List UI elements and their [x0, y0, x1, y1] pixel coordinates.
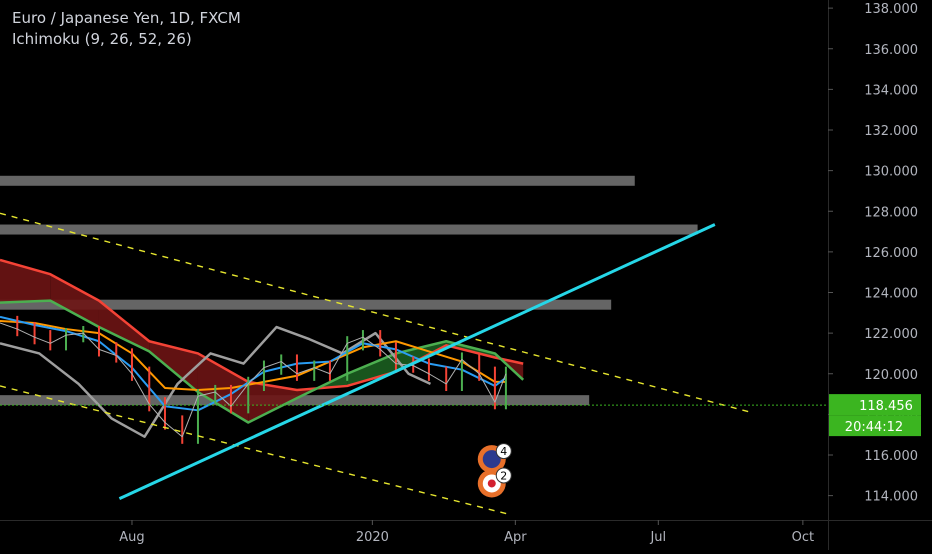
cloud-segment	[149, 341, 198, 393]
current-price-label-bg	[829, 394, 921, 416]
cloud-segment	[98, 300, 150, 352]
cloud-segment	[347, 353, 396, 386]
trend-line[interactable]	[118, 223, 716, 501]
current-price-label: 118.456	[859, 399, 913, 414]
event-flag-dot	[487, 479, 496, 488]
countdown-label-bg	[829, 415, 921, 437]
y-tick-label: 134.000	[864, 83, 918, 98]
lagging-span-line[interactable]	[0, 325, 432, 438]
channel-line-2[interactable]	[0, 385, 508, 515]
event-count-2: 2	[500, 469, 507, 482]
price-labels: 118.456 20:44:12	[829, 394, 921, 437]
countdown-label: 20:44:12	[845, 420, 903, 435]
zone-1[interactable]	[0, 175, 635, 186]
x-axis[interactable]: Aug 2020 Apr Jul Oct	[119, 520, 814, 545]
zone-3[interactable]	[0, 299, 612, 310]
y-tick-label: 114.000	[864, 490, 918, 505]
y-tick-label: 124.000	[864, 287, 918, 302]
cloud-segment	[248, 381, 297, 423]
price-line[interactable]	[0, 322, 507, 438]
x-tick-label: Jul	[649, 530, 666, 545]
y-tick-label: 138.000	[864, 2, 918, 17]
x-tick-label: Oct	[792, 530, 814, 545]
event-count-1: 4	[500, 445, 507, 458]
x-tick-label: Apr	[504, 530, 527, 545]
cloud-segment	[50, 274, 99, 328]
x-tick-label: 2020	[356, 530, 389, 545]
y-tick-label: 126.000	[864, 246, 918, 261]
y-tick-label: 136.000	[864, 43, 918, 58]
channel-line-1[interactable]	[0, 212, 752, 414]
y-tick-label: 130.000	[864, 165, 918, 180]
y-tick-label: 116.000	[864, 449, 918, 464]
y-axis[interactable]: 114.000116.000118.000120.000122.000124.0…	[828, 2, 918, 505]
x-tick-label: Aug	[119, 530, 144, 545]
y-tick-label: 122.000	[864, 327, 918, 342]
event-count-bubble	[495, 443, 512, 460]
event-flag-icon	[482, 450, 501, 469]
span-b-line[interactable]	[0, 258, 524, 392]
zone-2[interactable]	[0, 224, 698, 235]
plot-area[interactable]: 42	[0, 175, 828, 515]
event-count-bubble	[495, 467, 512, 484]
y-tick-label: 128.000	[864, 205, 918, 220]
y-tick-label: 120.000	[864, 368, 918, 383]
y-tick-label: 132.000	[864, 124, 918, 139]
